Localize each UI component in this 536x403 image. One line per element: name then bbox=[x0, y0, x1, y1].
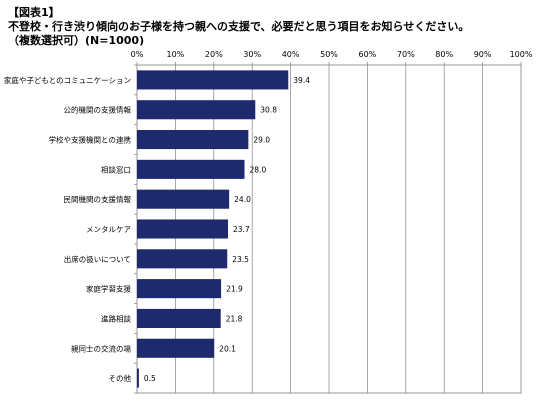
data-label: 28.0 bbox=[250, 165, 267, 174]
bar bbox=[137, 338, 215, 358]
category-label: メンタルケア bbox=[86, 225, 131, 234]
data-label: 23.5 bbox=[232, 255, 249, 264]
x-tick-label: 60% bbox=[359, 50, 377, 59]
bar bbox=[137, 368, 139, 388]
bar bbox=[137, 308, 221, 328]
x-tick-label: 100% bbox=[510, 50, 533, 59]
x-tick-label: 40% bbox=[282, 50, 300, 59]
category-label: その他 bbox=[109, 373, 132, 383]
bar bbox=[137, 189, 230, 209]
bar bbox=[137, 159, 245, 179]
category-label: 家庭学習支援 bbox=[86, 284, 131, 294]
x-tick-label: 30% bbox=[243, 50, 261, 59]
data-label: 29.0 bbox=[253, 136, 270, 145]
bar bbox=[137, 249, 228, 269]
category-label: 民間機関の支援情報 bbox=[64, 194, 132, 204]
category-label: 親同士の交流の場 bbox=[71, 343, 131, 353]
x-tick-label: 70% bbox=[397, 50, 415, 59]
data-label: 21.9 bbox=[226, 285, 243, 294]
data-label: 24.0 bbox=[234, 195, 251, 204]
data-label: 21.8 bbox=[226, 314, 243, 323]
category-label: 学校や支援機関との連携 bbox=[49, 135, 132, 145]
question-text: 不登校・行き渋り傾向のお子様を持つ親への支援で、必要だと思う項目をお知らせくださ… bbox=[8, 20, 470, 33]
bar bbox=[137, 279, 222, 299]
data-label: 39.4 bbox=[293, 76, 310, 85]
category-label: 公的機関の支援情報 bbox=[64, 105, 132, 115]
chart-title: 【図表1】 不登校・行き渋り傾向のお子様を持つ親への支援で、必要だと思う項目をお… bbox=[8, 6, 469, 48]
data-label: 20.1 bbox=[219, 344, 236, 353]
figure-label: 【図表1】 bbox=[8, 6, 60, 19]
sample-note: （複数選択可）(N=1000) bbox=[8, 34, 145, 47]
x-tick-label: 80% bbox=[435, 50, 453, 59]
bar bbox=[137, 70, 289, 90]
bar bbox=[137, 219, 229, 239]
x-tick-label: 90% bbox=[474, 50, 492, 59]
category-label: 家庭や子どもとのコミュニケーション bbox=[4, 75, 131, 85]
category-label: 出席の扱いについて bbox=[64, 254, 131, 264]
bar bbox=[137, 100, 256, 120]
x-tick-label: 50% bbox=[320, 50, 338, 59]
x-tick-label: 0% bbox=[131, 50, 144, 59]
data-label: 30.8 bbox=[260, 106, 277, 115]
data-label: 23.7 bbox=[233, 225, 250, 234]
x-tick-label: 10% bbox=[167, 50, 185, 59]
bar bbox=[137, 130, 249, 150]
x-tick-label: 20% bbox=[205, 50, 223, 59]
data-label: 0.5 bbox=[144, 374, 156, 383]
category-label: 進路相談 bbox=[101, 313, 131, 323]
category-label: 相談窓口 bbox=[101, 164, 131, 174]
